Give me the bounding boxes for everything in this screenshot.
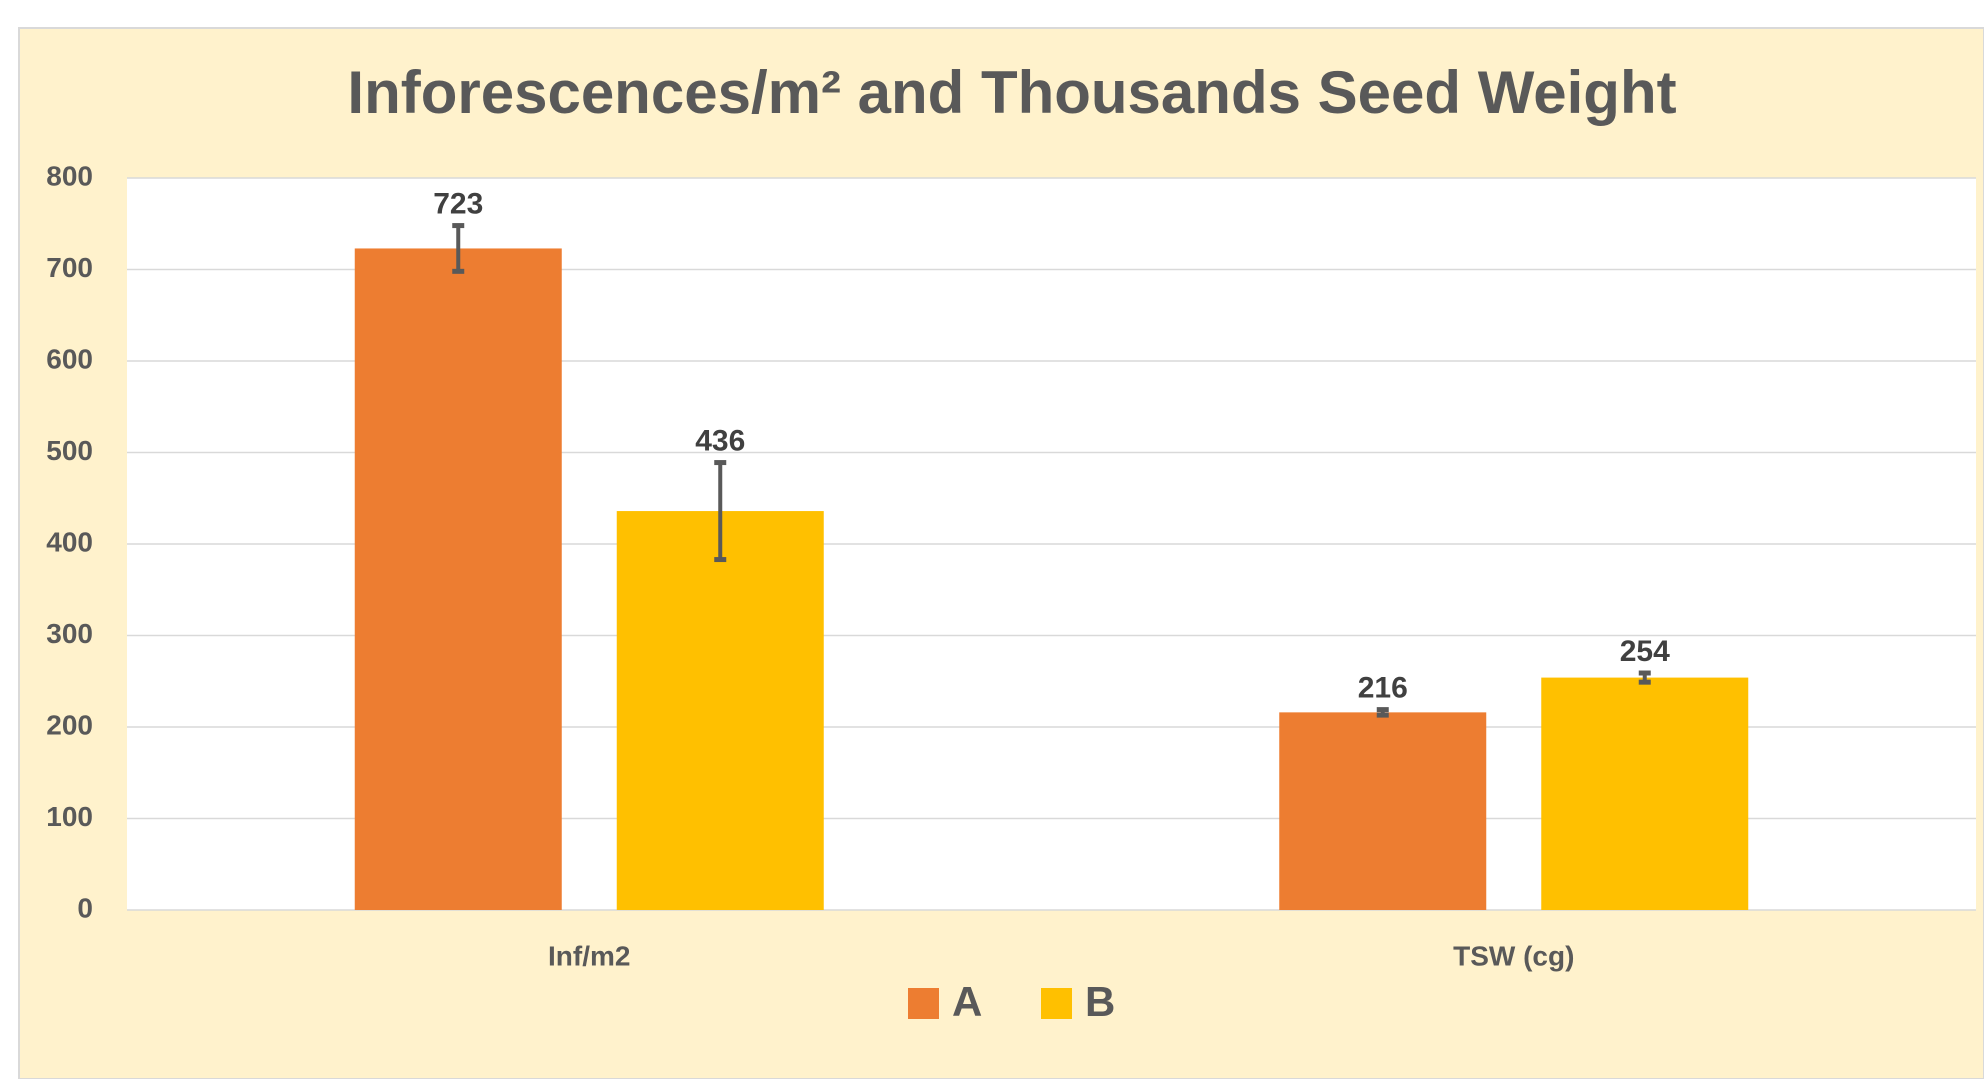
- y-tick-label: 200: [46, 709, 93, 740]
- bar: [1541, 677, 1749, 910]
- data-label: 436: [695, 424, 745, 457]
- legend-swatch: [1041, 988, 1072, 1019]
- y-tick-label: 300: [46, 618, 93, 649]
- y-tick-label: 600: [46, 343, 93, 374]
- chart-title: Inforescences/m² and Thousands Seed Weig…: [347, 59, 1676, 126]
- y-tick-label: 800: [46, 160, 93, 191]
- legend-label: A: [952, 978, 982, 1025]
- bar: [354, 248, 562, 910]
- legend-label: B: [1085, 978, 1115, 1025]
- legend-swatch: [908, 988, 939, 1019]
- y-tick-label: 500: [46, 435, 93, 466]
- y-tick-label: 0: [77, 892, 93, 923]
- x-tick-label: TSW (cg): [1453, 940, 1574, 971]
- y-tick-label: 400: [46, 526, 93, 557]
- data-label: 254: [1620, 635, 1670, 668]
- y-tick-label: 100: [46, 801, 93, 832]
- data-label: 723: [433, 188, 483, 221]
- data-label: 216: [1358, 672, 1408, 705]
- bar: [616, 511, 824, 910]
- bar: [1279, 712, 1487, 910]
- y-tick-label: 700: [46, 252, 93, 283]
- x-tick-label: Inf/m2: [548, 940, 630, 971]
